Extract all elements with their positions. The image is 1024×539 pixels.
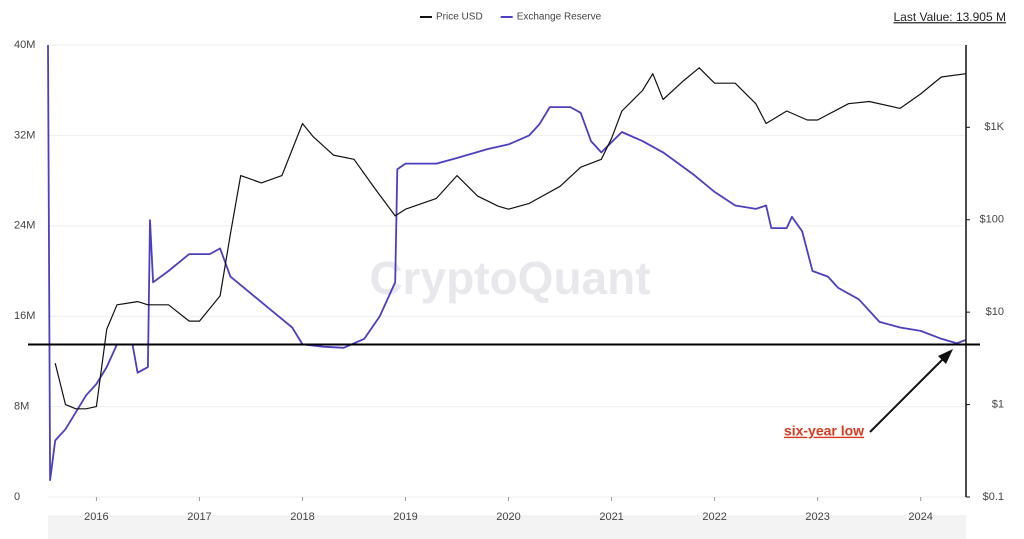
x-tick-label: 2019: [393, 511, 417, 523]
x-tick-label: 2020: [496, 511, 520, 523]
x-tick-label: 2024: [908, 511, 932, 523]
x-tick-label: 2021: [599, 511, 623, 523]
x-tick-label: 2022: [702, 511, 726, 523]
y-tick-label: 8M: [14, 401, 29, 413]
series-line: [47, 44, 967, 481]
legend-label: Price USD: [436, 12, 483, 23]
watermark: CryptoQuant: [369, 252, 650, 304]
plot-area: [47, 44, 967, 498]
y-tick-label: 24M: [14, 220, 35, 232]
y2-tick-label: $0.1: [983, 491, 1004, 503]
x-tick-label: 2016: [84, 511, 108, 523]
y-tick-label: 40M: [14, 39, 35, 51]
footer-strip: [48, 515, 966, 539]
last-value: Last Value: 13.905 M: [893, 10, 1006, 24]
y2-tick-label: $1K: [984, 121, 1004, 133]
y-tick-label: 0: [14, 491, 20, 503]
arrow-head: [938, 349, 953, 364]
y2-tick-label: $100: [980, 214, 1004, 226]
y2-tick-label: $10: [986, 306, 1004, 318]
y-tick-label: 16M: [14, 310, 35, 322]
series-line: [54, 67, 967, 410]
legend-label: Exchange Reserve: [517, 12, 602, 23]
x-tick-label: 2018: [290, 511, 314, 523]
x-tick-label: 2017: [187, 511, 211, 523]
y-tick-label: 32M: [14, 129, 35, 141]
y2-tick-label: $1: [992, 398, 1004, 410]
arrow: [869, 355, 947, 433]
x-tick-label: 2023: [805, 511, 829, 523]
annotation: six-year low: [784, 423, 864, 439]
